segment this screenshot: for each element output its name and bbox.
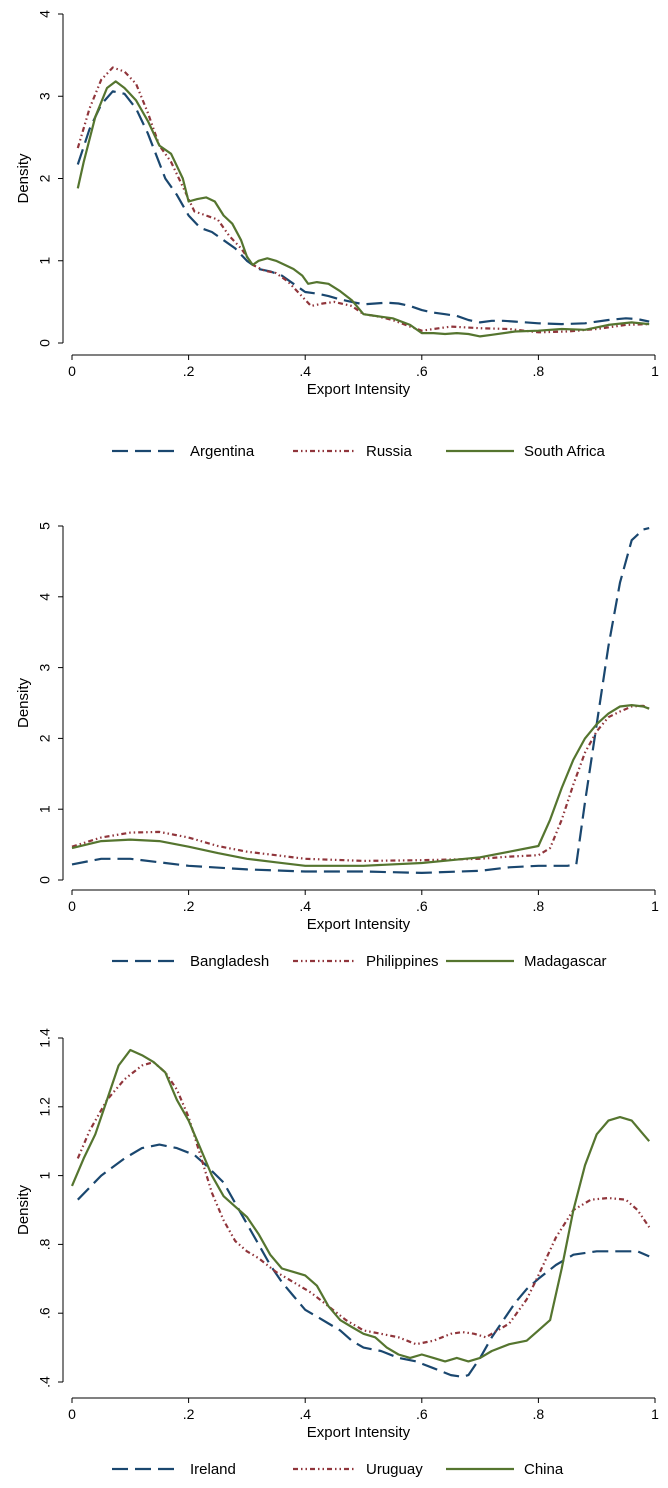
y-tick-label: 2 <box>37 174 53 182</box>
x-tick-label: .2 <box>183 1406 195 1422</box>
chart-panel-3: .4 .6 .8 1 1.2 1.4 0 .2 .4 .6 .8 1 Export Intensity D… <box>15 1028 659 1478</box>
series-line-bangladesh <box>71 527 650 874</box>
legend-label: Ireland <box>190 1461 236 1478</box>
x-tick-label: .6 <box>416 363 428 379</box>
y-tick-label: 4 <box>37 593 53 601</box>
x-tick-label: 1 <box>651 898 659 914</box>
x-tick-label: 1 <box>651 363 659 379</box>
y-tick-label: 0 <box>37 876 53 884</box>
x-tick-label: 0 <box>68 363 76 379</box>
y-tick-label: 5 <box>37 522 53 530</box>
y-axis-title: Density <box>15 677 32 728</box>
legend: Bangladesh Philippines Madagascar <box>112 953 607 970</box>
series-line-madagascar <box>71 704 650 867</box>
legend-label: Uruguay <box>366 1461 423 1478</box>
y-axis-title: Density <box>15 153 32 204</box>
y-tick-label: 1 <box>37 1171 53 1179</box>
y-tick-label: 3 <box>37 92 53 100</box>
legend-label: China <box>524 1461 564 1478</box>
series-line-russia <box>76 66 650 334</box>
x-tick-label: .2 <box>183 898 195 914</box>
legend-label: Philippines <box>366 953 439 970</box>
y-tick-label: 1 <box>37 805 53 813</box>
legend-label: Bangladesh <box>190 953 269 970</box>
chart-panel-1: 0 1 2 3 4 0 .2 .4 .6 .8 1 Export Intensity Density Ar… <box>15 10 659 460</box>
x-tick-label: 0 <box>68 898 76 914</box>
y-tick-label: 1.2 <box>37 1097 53 1117</box>
y-tick-label: 1.4 <box>37 1028 53 1048</box>
legend-label: Argentina <box>190 443 255 460</box>
y-tick-label: .4 <box>37 1376 53 1388</box>
series-line-argentina <box>76 90 650 326</box>
x-tick-label: .8 <box>533 898 545 914</box>
legend-label: Russia <box>366 443 413 460</box>
x-tick-label: 1 <box>651 1406 659 1422</box>
y-axis-title: Density <box>15 1184 32 1235</box>
x-axis-title: Export Intensity <box>307 916 411 933</box>
x-tick-label: 0 <box>68 1406 76 1422</box>
y-tick-label: 1 <box>37 257 53 265</box>
y-tick-label: 4 <box>37 10 53 18</box>
chart-panel-2: 0 1 2 3 4 5 0 .2 .4 .6 .8 1 Export Intensity Density B… <box>15 522 659 970</box>
x-axis-title: Export Intensity <box>307 381 411 398</box>
series-line-ireland <box>77 1143 650 1378</box>
series-line-china <box>70 1048 651 1363</box>
x-tick-label: .4 <box>299 898 311 914</box>
x-tick-label: .6 <box>416 1406 428 1422</box>
y-tick-label: 0 <box>37 339 53 347</box>
y-tick-label: 2 <box>37 734 53 742</box>
x-tick-label: .4 <box>299 363 311 379</box>
series-line-philippines <box>71 704 650 862</box>
x-tick-label: .6 <box>416 898 428 914</box>
x-axis-title: Export Intensity <box>307 1424 411 1441</box>
legend: Argentina Russia South Africa <box>112 443 606 460</box>
series-line-south-africa <box>76 80 650 338</box>
legend-label: Madagascar <box>524 953 607 970</box>
x-tick-label: .8 <box>533 1406 545 1422</box>
y-tick-label: .6 <box>37 1307 53 1319</box>
x-tick-label: .4 <box>299 1406 311 1422</box>
series-line-uruguay <box>76 1061 651 1346</box>
legend: Ireland Uruguay China <box>112 1461 564 1478</box>
x-tick-label: .8 <box>533 363 545 379</box>
x-tick-label: .2 <box>183 363 195 379</box>
legend-label: South Africa <box>524 443 606 460</box>
y-tick-label: .8 <box>37 1238 53 1250</box>
y-tick-label: 3 <box>37 663 53 671</box>
